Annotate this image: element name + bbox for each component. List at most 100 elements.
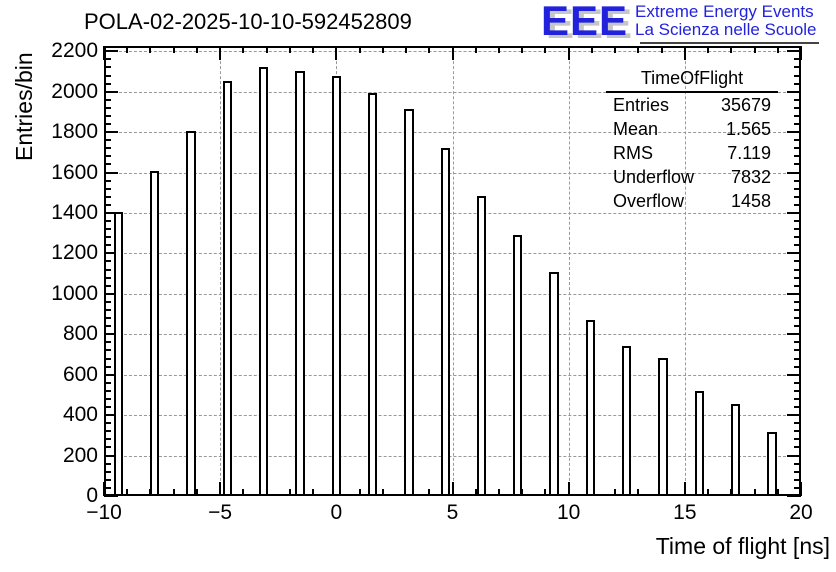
histogram-bar <box>367 92 378 496</box>
x-minor-tick <box>405 46 408 53</box>
y-tick-label: 1600 <box>51 160 98 184</box>
y-minor-tick <box>794 268 801 271</box>
y-major-tick <box>104 252 118 255</box>
eee-logo-acronym: EEE <box>541 0 629 44</box>
y-minor-tick <box>104 163 111 166</box>
y-minor-tick <box>794 284 801 287</box>
y-major-tick <box>787 90 801 93</box>
y-minor-tick <box>104 341 111 344</box>
x-tick-label: 10 <box>556 501 581 524</box>
y-minor-tick <box>794 389 801 392</box>
y-major-tick <box>787 495 801 497</box>
y-minor-tick <box>104 66 111 69</box>
y-minor-tick <box>794 58 801 61</box>
x-minor-tick <box>590 46 593 53</box>
y-minor-tick <box>104 179 111 182</box>
stats-value: 35679 <box>720 95 771 115</box>
histogram-bar <box>513 235 523 496</box>
x-tick-label: 5 <box>446 501 459 524</box>
x-tick-label: −10 <box>86 501 122 524</box>
y-minor-tick <box>104 389 111 392</box>
x-gridline <box>684 46 686 496</box>
x-minor-tick <box>474 46 477 53</box>
histogram-bar <box>440 148 450 496</box>
y-minor-tick <box>794 244 801 247</box>
x-minor-tick <box>544 489 547 496</box>
y-major-tick <box>104 131 118 134</box>
y-minor-tick <box>794 397 801 400</box>
plot-area <box>103 46 802 497</box>
y-minor-tick <box>794 276 801 279</box>
stats-row: Mean 1.565 <box>606 117 778 141</box>
y-minor-tick <box>794 147 801 150</box>
y-axis-title: Entries/bin <box>11 52 37 161</box>
x-minor-tick <box>265 46 268 53</box>
histogram-bar <box>622 346 632 496</box>
y-major-tick <box>104 495 118 497</box>
x-minor-tick <box>707 46 710 53</box>
y-minor-tick <box>794 98 801 101</box>
y-minor-tick <box>794 406 801 409</box>
x-minor-tick <box>660 46 663 53</box>
y-minor-tick <box>794 486 801 489</box>
y-minor-tick <box>104 422 111 425</box>
x-minor-tick <box>544 46 547 53</box>
y-minor-tick <box>104 228 111 231</box>
y-major-tick <box>104 171 118 174</box>
y-tick-label: 800 <box>62 322 98 346</box>
y-major-tick <box>787 454 801 457</box>
x-minor-tick <box>753 46 756 53</box>
x-major-tick <box>683 46 686 60</box>
y-minor-tick <box>104 438 111 441</box>
y-minor-tick <box>794 300 801 303</box>
x-major-tick <box>683 482 686 496</box>
y-minor-tick <box>794 365 801 368</box>
y-minor-tick <box>794 66 801 69</box>
y-major-tick <box>787 414 801 417</box>
histogram-bar <box>331 75 341 496</box>
y-minor-tick <box>104 155 111 158</box>
y-major-tick <box>787 171 801 174</box>
y-minor-tick <box>794 228 801 231</box>
x-minor-tick <box>172 489 175 496</box>
y-minor-tick <box>794 139 801 142</box>
x-minor-tick <box>195 489 198 496</box>
x-major-tick <box>219 482 222 496</box>
stats-value: 7.119 <box>727 143 771 163</box>
stats-box-title: TimeOfFlight <box>606 68 778 93</box>
y-major-tick <box>104 373 118 376</box>
x-minor-tick <box>126 489 129 496</box>
eee-logo-tagline: Extreme Energy Events La Scienza nelle S… <box>635 1 816 39</box>
y-minor-tick <box>794 163 801 166</box>
y-tick-label: 1400 <box>51 200 98 224</box>
y-tick-label: 2200 <box>51 39 98 63</box>
x-minor-tick <box>242 46 245 53</box>
y-minor-tick <box>794 123 801 126</box>
x-gridline <box>452 46 454 496</box>
eee-logo: EEE Extreme Energy Events La Scienza nel… <box>541 0 819 44</box>
y-minor-tick <box>794 357 801 360</box>
eee-logo-underline <box>640 42 819 44</box>
x-minor-tick <box>126 46 129 53</box>
x-minor-tick <box>614 489 617 496</box>
stats-label: Underflow <box>613 167 695 187</box>
x-major-tick <box>451 46 454 60</box>
y-minor-tick <box>794 114 801 117</box>
y-minor-tick <box>104 406 111 409</box>
y-minor-tick <box>104 106 111 109</box>
x-minor-tick <box>288 46 291 53</box>
y-minor-tick <box>104 74 111 77</box>
histogram-bar <box>259 67 269 496</box>
y-minor-tick <box>104 470 111 473</box>
y-minor-tick <box>794 462 801 465</box>
y-minor-tick <box>104 284 111 287</box>
y-tick-label: 1800 <box>51 120 98 144</box>
y-tick-label: 1000 <box>51 281 98 305</box>
y-minor-tick <box>104 349 111 352</box>
y-tick-label: 2000 <box>51 79 98 103</box>
y-major-tick <box>787 131 801 134</box>
x-major-tick <box>335 46 338 60</box>
y-tick-label: 1200 <box>51 241 98 265</box>
y-minor-tick <box>794 179 801 182</box>
stats-label: RMS <box>613 143 653 163</box>
